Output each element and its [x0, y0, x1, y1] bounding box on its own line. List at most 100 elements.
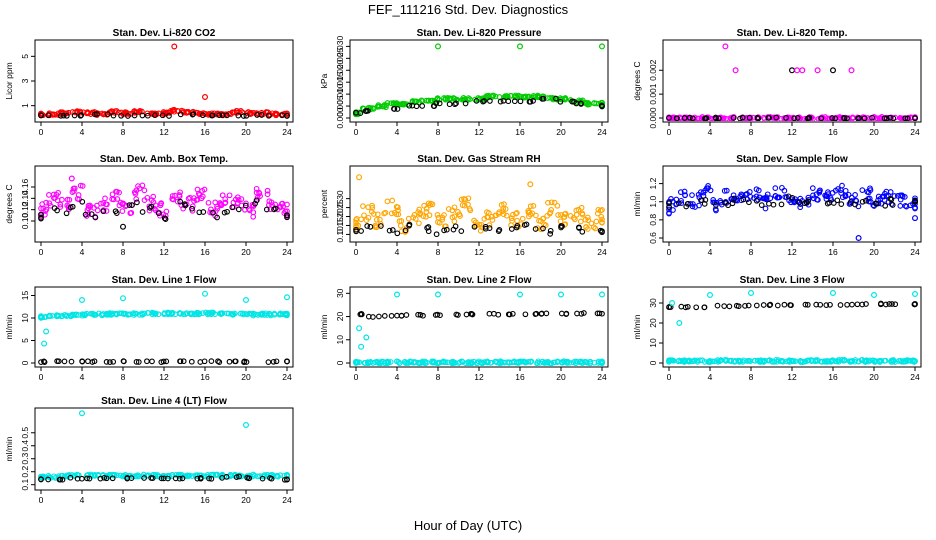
data-point-mean: [788, 302, 794, 309]
outlier-point: [356, 174, 363, 181]
outlier-point: [41, 340, 48, 347]
data-point-mean: [540, 95, 547, 102]
data-point-mean: [210, 209, 216, 216]
data-point-mean: [766, 115, 772, 121]
data-point: [545, 358, 551, 365]
data-point-mean: [417, 312, 424, 318]
x-tick-label: 20: [869, 247, 879, 257]
data-point: [217, 201, 224, 207]
data-point-mean: [109, 475, 116, 482]
data-point-mean: [726, 303, 733, 310]
data-point: [434, 212, 441, 218]
data-point: [109, 310, 116, 317]
panel-3: Stan. Dev. Li-820 Temp. degrees C 0 4 8 12 16 2…: [632, 28, 922, 137]
data-point: [666, 358, 672, 365]
data-point: [381, 210, 387, 217]
data-point-mean: [441, 227, 447, 234]
data-point-mean: [796, 199, 803, 206]
data-point-mean: [38, 215, 44, 222]
data-point: [515, 92, 522, 99]
data-point-mean: [357, 311, 364, 318]
x-tick-label: 20: [869, 127, 879, 137]
data-point: [489, 94, 496, 100]
data-point: [136, 185, 143, 192]
data-point-mean: [139, 112, 146, 119]
data-point: [243, 200, 249, 207]
y-tick-label: 0.001: [648, 83, 658, 105]
x-tick-label: 4: [80, 495, 85, 505]
data-point-mean: [532, 226, 539, 232]
data-point: [519, 215, 526, 222]
data-point-mean: [713, 202, 719, 208]
data-point: [561, 214, 568, 220]
data-point: [46, 313, 53, 320]
data-point: [219, 310, 226, 317]
data-point-mean: [419, 103, 426, 109]
data-point: [385, 359, 392, 365]
data-point-mean: [158, 475, 165, 482]
data-point: [747, 358, 754, 364]
data-point: [507, 92, 514, 99]
x-tick-label: 4: [80, 127, 85, 137]
data-point: [458, 196, 465, 203]
data-point-mean: [209, 112, 215, 119]
data-point-mean: [403, 312, 410, 318]
data-point: [441, 359, 447, 365]
data-point: [839, 182, 845, 189]
data-point-mean: [861, 115, 868, 121]
data-point-mean: [223, 474, 230, 480]
data-point: [853, 198, 860, 204]
data-point-mean: [862, 197, 869, 204]
data-point-mean: [889, 202, 896, 208]
data-point: [772, 185, 779, 191]
data-point: [171, 106, 177, 113]
data-point: [813, 191, 820, 198]
data-point-mean: [233, 474, 240, 480]
data-point: [792, 198, 799, 205]
data-point: [822, 358, 829, 365]
data-point: [561, 211, 568, 217]
points-layer: [353, 291, 605, 366]
data-point: [593, 100, 600, 107]
y-tick-label: 10: [20, 313, 30, 323]
data-point-mean: [252, 200, 258, 207]
data-point-mean: [540, 225, 546, 232]
data-point-mean: [773, 114, 780, 121]
data-point: [74, 109, 81, 115]
data-point: [219, 471, 226, 478]
data-point: [214, 205, 221, 212]
panel-8: Stan. Dev. Line 2 Flow ml/min 0 4 8 12 16 20 24 0…: [319, 275, 609, 382]
x-tick-label: 12: [474, 247, 484, 257]
data-point: [85, 205, 92, 212]
data-point: [845, 191, 852, 198]
data-point: [145, 310, 151, 316]
data-point: [744, 358, 750, 364]
data-point: [788, 358, 795, 364]
x-tick-label: 20: [869, 372, 879, 382]
data-point-mean: [41, 359, 48, 365]
data-point-mean: [38, 359, 44, 365]
data-point-mean: [495, 311, 502, 318]
data-point: [90, 311, 97, 317]
data-point-mean: [219, 112, 226, 119]
panel-10: Stan. Dev. Line 4 (LT) Flow ml/min 0 4 8 12 16…: [4, 396, 294, 505]
outlier-point: [435, 43, 442, 50]
x-tick-label: 8: [121, 372, 126, 382]
data-point-mean: [887, 195, 894, 202]
data-point: [109, 191, 116, 198]
data-point: [816, 189, 823, 196]
data-point-mean: [201, 358, 208, 365]
y-axis-label: ml/min: [319, 314, 329, 339]
data-point: [139, 182, 146, 189]
data-point: [457, 213, 463, 219]
data-point-mean: [365, 313, 372, 320]
outlier-point: [284, 294, 291, 301]
data-point-mean: [912, 301, 918, 308]
data-point-mean: [241, 358, 248, 365]
data-point: [417, 210, 424, 217]
outlier-point: [814, 67, 821, 74]
data-point: [824, 359, 831, 365]
panel-6: Stan. Dev. Sample Flow ml/min 0 4 8 12 16 20 24 0…: [632, 154, 922, 257]
data-point: [689, 192, 695, 198]
